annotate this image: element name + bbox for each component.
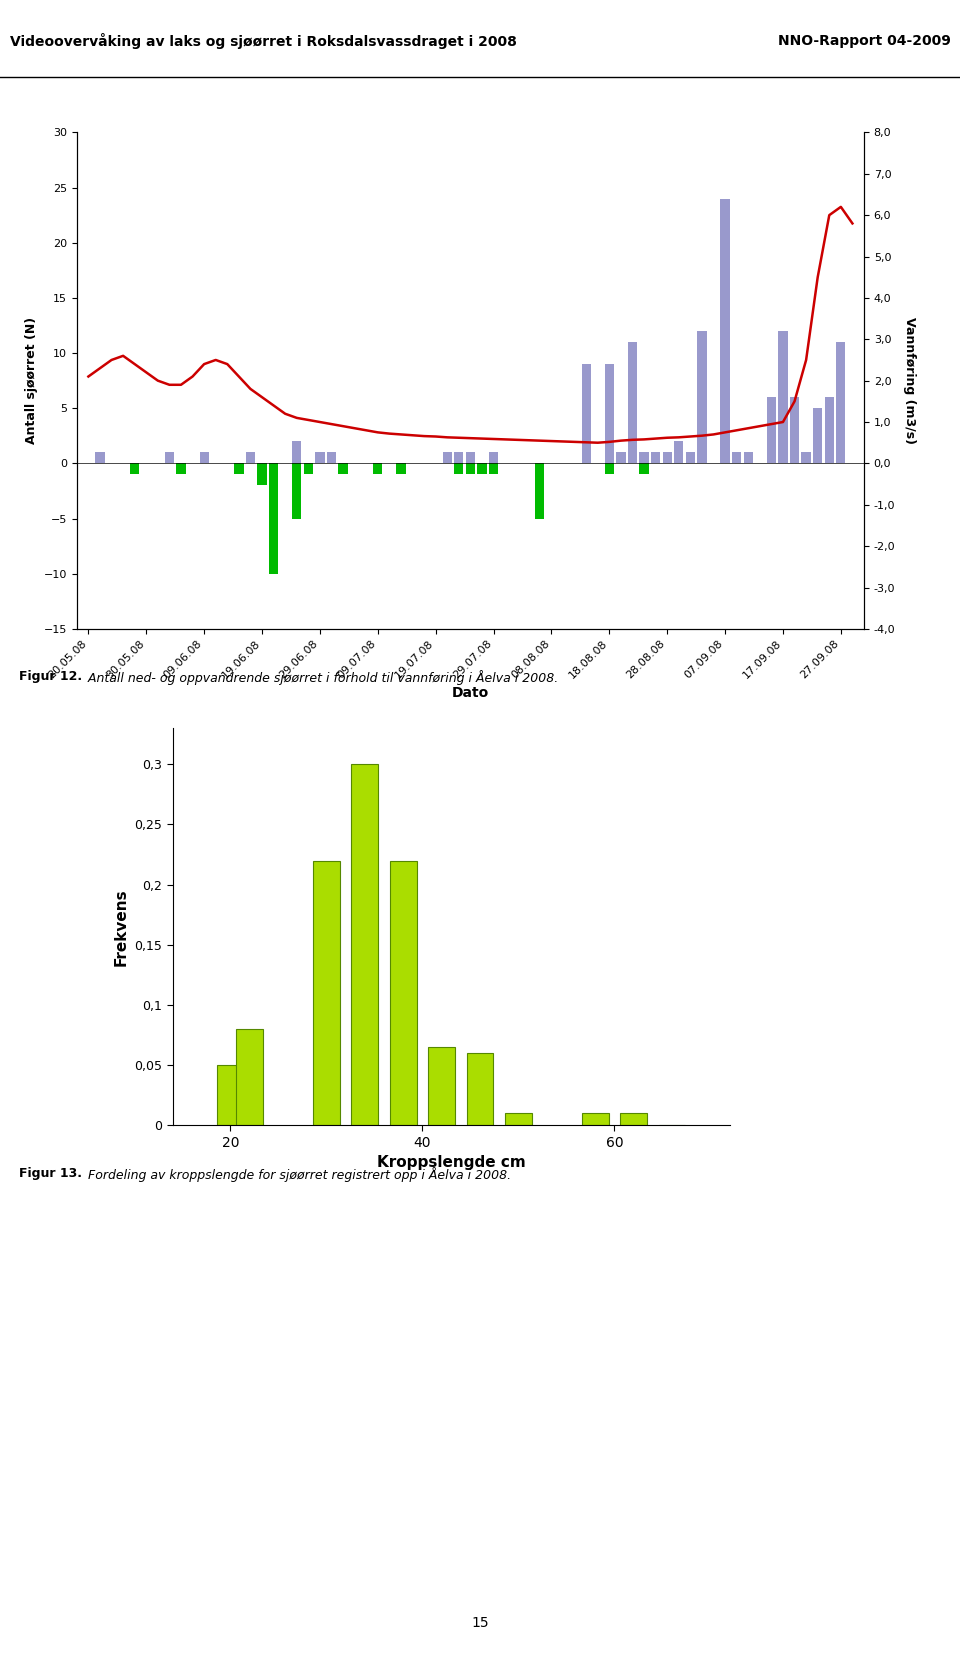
Bar (130, 463, 139, 475)
Bar (292, 463, 301, 518)
Bar (454, 463, 464, 475)
Bar (767, 397, 776, 463)
Bar (466, 463, 475, 475)
Y-axis label: Frekvens: Frekvens (114, 889, 129, 965)
Bar (836, 343, 846, 463)
Bar (779, 331, 787, 463)
X-axis label: Kroppslengde cm: Kroppslengde cm (377, 1155, 525, 1170)
Text: 15: 15 (471, 1617, 489, 1630)
Text: Antall ned- og oppvandrende sjøørret i forhold til vannføring i Åelva i 2008.: Antall ned- og oppvandrende sjøørret i f… (84, 670, 559, 685)
Bar (390, 861, 417, 1125)
Bar (813, 409, 823, 463)
Bar (489, 452, 498, 463)
Bar (605, 364, 614, 463)
Bar (605, 463, 614, 475)
X-axis label: Dato: Dato (452, 687, 489, 700)
Text: Videoovervåking av laks og sjøørret i Roksdalsvassdraget i 2008: Videoovervåking av laks og sjøørret i Ro… (10, 33, 516, 50)
Bar (720, 199, 730, 463)
Bar (790, 397, 799, 463)
Bar (303, 463, 313, 475)
Bar (200, 452, 208, 463)
Bar (628, 343, 637, 463)
Bar (466, 452, 475, 463)
Bar (582, 364, 590, 463)
Bar (505, 1114, 532, 1125)
Bar (674, 442, 684, 463)
Bar (396, 463, 405, 475)
Y-axis label: Vannføring (m3/s): Vannføring (m3/s) (903, 318, 916, 444)
Bar (234, 463, 244, 475)
Bar (662, 452, 672, 463)
Bar (313, 861, 340, 1125)
Bar (373, 463, 382, 475)
Bar (95, 452, 105, 463)
Bar (177, 463, 185, 475)
Text: Figur 12.: Figur 12. (19, 670, 83, 684)
Bar (489, 463, 498, 475)
Bar (326, 452, 336, 463)
Bar (428, 1048, 455, 1125)
Bar (269, 463, 278, 574)
Bar (732, 452, 741, 463)
Bar (744, 452, 753, 463)
Y-axis label: Antall sjøørret (N): Antall sjøørret (N) (25, 318, 38, 444)
Bar (454, 452, 464, 463)
Bar (639, 452, 649, 463)
Bar (616, 452, 626, 463)
Bar (697, 331, 707, 463)
Bar (443, 452, 452, 463)
Bar (536, 463, 544, 518)
Bar (165, 452, 174, 463)
Text: Fordeling av kroppslengde for sjøørret registrert opp i Åelva i 2008.: Fordeling av kroppslengde for sjøørret r… (84, 1167, 512, 1182)
Bar (825, 397, 834, 463)
Bar (339, 463, 348, 475)
Bar (217, 1066, 244, 1125)
Bar (292, 442, 301, 463)
Bar (685, 452, 695, 463)
Text: Figur 13.: Figur 13. (19, 1167, 83, 1180)
Bar (582, 1114, 609, 1125)
Bar (315, 452, 324, 463)
Bar (257, 463, 267, 485)
Bar (620, 1114, 647, 1125)
Text: NNO-Rapport 04-2009: NNO-Rapport 04-2009 (778, 35, 950, 48)
Legend: Sjøørret opp, Sjøørret ned, Vannføring: Sjøørret opp, Sjøørret ned, Vannføring (295, 784, 646, 809)
Bar (236, 1029, 263, 1125)
Bar (467, 1053, 493, 1125)
Bar (639, 463, 649, 475)
Bar (351, 765, 378, 1125)
Bar (477, 463, 487, 475)
Bar (802, 452, 811, 463)
Bar (651, 452, 660, 463)
Bar (246, 452, 255, 463)
